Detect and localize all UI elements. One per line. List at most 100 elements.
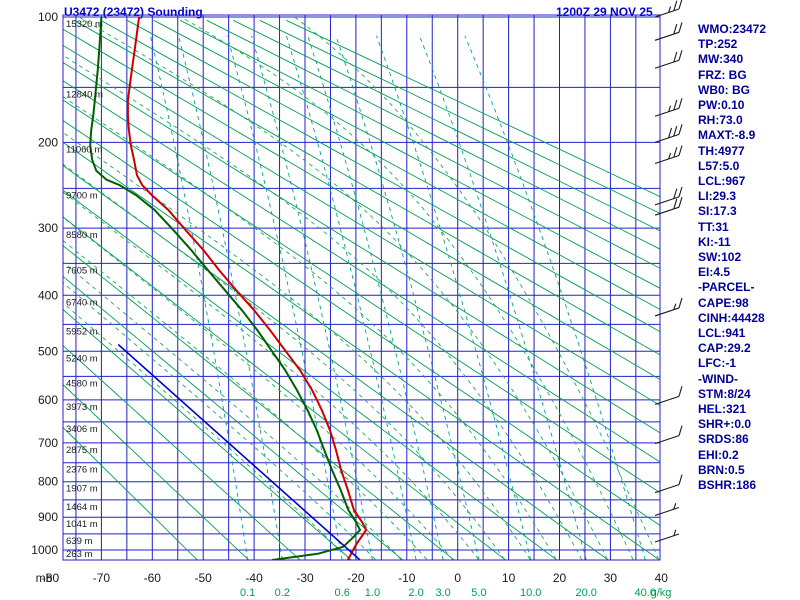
index-line: RH:73.0: [698, 113, 743, 128]
svg-text:500: 500: [38, 344, 58, 358]
moist-adiabats: [63, 16, 660, 560]
svg-text:700: 700: [38, 436, 58, 450]
svg-text:100: 100: [38, 10, 58, 24]
index-line: CAPE:98: [698, 295, 749, 310]
index-line: TP:252: [698, 37, 738, 52]
svg-text:0.2: 0.2: [275, 587, 290, 599]
index-line: BRN:0.5: [698, 462, 745, 477]
svg-text:9700 m: 9700 m: [66, 190, 98, 201]
index-line: MAXT:-8.9: [698, 128, 756, 143]
indices-panel: WMO:23472 TP:252 MW:340 FRZ: BG WB0: BG PW:0.…: [698, 22, 798, 493]
wind-barb: [654, 0, 683, 18]
temperature-curve: [126, 16, 368, 560]
svg-text:20: 20: [553, 571, 567, 585]
wind-barbs: [654, 0, 683, 543]
plot-border: [62, 14, 661, 561]
index-line: LCL:941: [698, 326, 746, 341]
wind-barb: [654, 186, 683, 206]
svg-text:300: 300: [38, 221, 58, 235]
svg-text:0: 0: [454, 571, 461, 585]
index-line: KI:-11: [698, 234, 731, 249]
svg-text:3.0: 3.0: [435, 587, 450, 599]
svg-text:8580 m: 8580 m: [66, 230, 98, 241]
svg-text:-50: -50: [195, 571, 213, 585]
wind-barb: [654, 297, 683, 317]
svg-text:10.0: 10.0: [520, 587, 541, 599]
svg-text:3973 m: 3973 m: [66, 402, 98, 413]
index-line: EHI:0.2: [698, 447, 739, 462]
index-line: EI:4.5: [698, 265, 731, 280]
index-line: HEL:321: [698, 402, 747, 417]
svg-text:263 m: 263 m: [66, 549, 92, 560]
svg-text:-60: -60: [144, 571, 162, 585]
svg-text:40: 40: [655, 571, 669, 585]
index-line: SI:17.3: [698, 204, 737, 219]
dewpoint-curve: [89, 16, 361, 560]
svg-text:400: 400: [38, 288, 58, 302]
svg-text:5.0: 5.0: [471, 587, 486, 599]
svg-text:10: 10: [502, 571, 516, 585]
index-line: CAP:29.2: [698, 341, 751, 356]
svg-text:1000: 1000: [31, 543, 58, 557]
svg-text:1464 m: 1464 m: [66, 502, 98, 513]
parcel-curve: [117, 343, 361, 560]
svg-text:20.0: 20.0: [576, 587, 597, 599]
index-line: STM:8/24: [698, 386, 751, 401]
index-line: L57:5.0: [698, 158, 740, 173]
dry-adiabats: [63, 19, 660, 560]
svg-text:1.0: 1.0: [365, 587, 380, 599]
index-line: -WIND-: [698, 371, 738, 386]
svg-text:2.0: 2.0: [408, 587, 423, 599]
wind-barb: [654, 386, 683, 405]
wind-barb: [654, 98, 683, 117]
wind-barb: [654, 197, 683, 216]
index-line: LFC:-1: [698, 356, 736, 371]
svg-text:-20: -20: [347, 571, 365, 585]
svg-text:2376 m: 2376 m: [66, 465, 98, 476]
index-line: LCL:967: [698, 174, 746, 189]
svg-text:0.6: 0.6: [335, 587, 350, 599]
svg-text:g/kg: g/kg: [651, 587, 672, 599]
svg-text:5952 m: 5952 m: [66, 326, 98, 337]
index-line: LI:29.3: [698, 189, 737, 204]
svg-text:6740 m: 6740 m: [66, 297, 98, 308]
temperature-axis-labels: mb-80 -70 -60 -50 -40 -30 -20 -10 0 10 20 30 40: [36, 571, 669, 585]
index-line: CINH:44428: [698, 310, 765, 325]
svg-text:639 m: 639 m: [66, 536, 92, 547]
svg-text:-80: -80: [42, 571, 60, 585]
svg-text:200: 200: [38, 135, 58, 149]
svg-text:900: 900: [38, 510, 58, 524]
svg-text:30: 30: [604, 571, 618, 585]
index-line: BSHR:186: [698, 478, 757, 493]
svg-text:11060 m: 11060 m: [66, 144, 102, 155]
isotherm-grid: [75, 15, 637, 560]
wind-barb: [654, 425, 683, 445]
svg-text:-40: -40: [245, 571, 263, 585]
svg-text:-30: -30: [296, 571, 314, 585]
wind-barb: [654, 145, 683, 165]
isobar-grid: [63, 16, 660, 551]
index-line: MW:340: [698, 52, 744, 67]
svg-text:-10: -10: [398, 571, 416, 585]
svg-text:40.0: 40.0: [635, 587, 656, 599]
wind-barb: [654, 503, 680, 517]
height-labels: 15320 m 12840 m 11060 m 9700 m 8580 m 7605 m 6…: [66, 19, 103, 560]
svg-text:7605 m: 7605 m: [66, 265, 98, 276]
wind-barb: [654, 529, 680, 543]
svg-text:0.1: 0.1: [240, 587, 255, 599]
svg-text:12840 m: 12840 m: [66, 89, 103, 100]
svg-text:1907 m: 1907 m: [66, 484, 98, 495]
index-line: -PARCEL-: [698, 280, 755, 295]
svg-text:2875 m: 2875 m: [66, 445, 98, 456]
pressure-axis-labels: 100 200 300 400 500 600 700 800 900 1000: [31, 10, 58, 557]
svg-text:4580 m: 4580 m: [66, 378, 98, 389]
index-line: WB0: BG: [698, 82, 750, 97]
index-line: PW:0.10: [698, 98, 745, 113]
svg-text:-70: -70: [93, 571, 111, 585]
wind-barb: [654, 474, 683, 494]
wind-barb: [654, 50, 683, 69]
wind-barb: [654, 22, 683, 41]
index-line: WMO:23472: [698, 22, 767, 36]
svg-text:5240 m: 5240 m: [66, 353, 98, 364]
index-line: FRZ: BG: [698, 67, 747, 82]
